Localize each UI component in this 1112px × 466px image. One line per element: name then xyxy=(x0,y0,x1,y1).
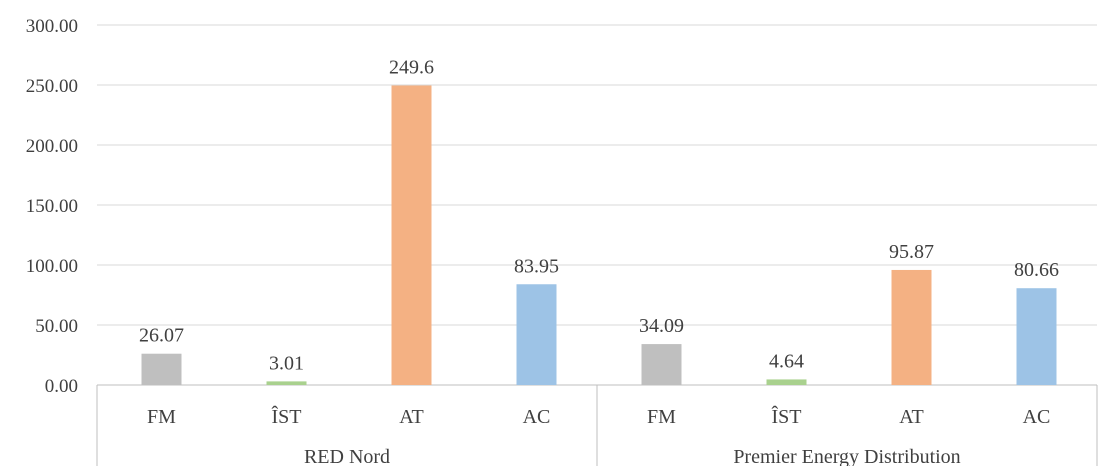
data-label: 249.6 xyxy=(389,56,434,78)
y-tick-label: 300.00 xyxy=(26,16,78,37)
bar xyxy=(641,344,682,385)
x-category-label: AT xyxy=(899,406,923,428)
data-label: 3.01 xyxy=(269,352,304,374)
x-category-label: ÎST xyxy=(772,405,802,428)
y-tick-label: 0.00 xyxy=(45,376,78,397)
y-tick-label: 50.00 xyxy=(35,316,78,337)
bars xyxy=(141,85,1057,385)
y-tick-label: 100.00 xyxy=(26,256,78,277)
data-label: 80.66 xyxy=(1014,259,1059,281)
gridlines xyxy=(97,24,1097,326)
bar xyxy=(141,353,182,385)
x-category-label: FM xyxy=(647,406,676,428)
data-label: 95.87 xyxy=(889,241,934,263)
bar xyxy=(766,379,807,385)
y-tick-label: 150.00 xyxy=(26,196,78,217)
data-label: 26.07 xyxy=(139,325,184,347)
bar xyxy=(1016,288,1057,385)
x-category-label: AC xyxy=(1023,406,1051,428)
y-tick-label: 200.00 xyxy=(26,136,78,157)
bar xyxy=(391,85,432,385)
labels: 0.00 50.00 100.00 150.00 200.00 250.00 300.00 2… xyxy=(26,16,1059,466)
x-group-label: Premier Energy Distribution xyxy=(733,446,960,466)
x-category-label: FM xyxy=(147,406,176,428)
x-category-label: AC xyxy=(523,406,551,428)
bar xyxy=(516,284,557,385)
y-tick-label: 250.00 xyxy=(26,76,78,97)
data-label: 4.64 xyxy=(769,350,804,372)
data-label: 83.95 xyxy=(514,255,559,277)
data-label: 34.09 xyxy=(639,315,684,337)
x-category-label: ÎST xyxy=(272,405,302,428)
bar xyxy=(266,381,307,385)
x-group-label: RED Nord xyxy=(304,446,390,466)
bar xyxy=(891,269,932,385)
x-category-label: AT xyxy=(399,406,423,428)
